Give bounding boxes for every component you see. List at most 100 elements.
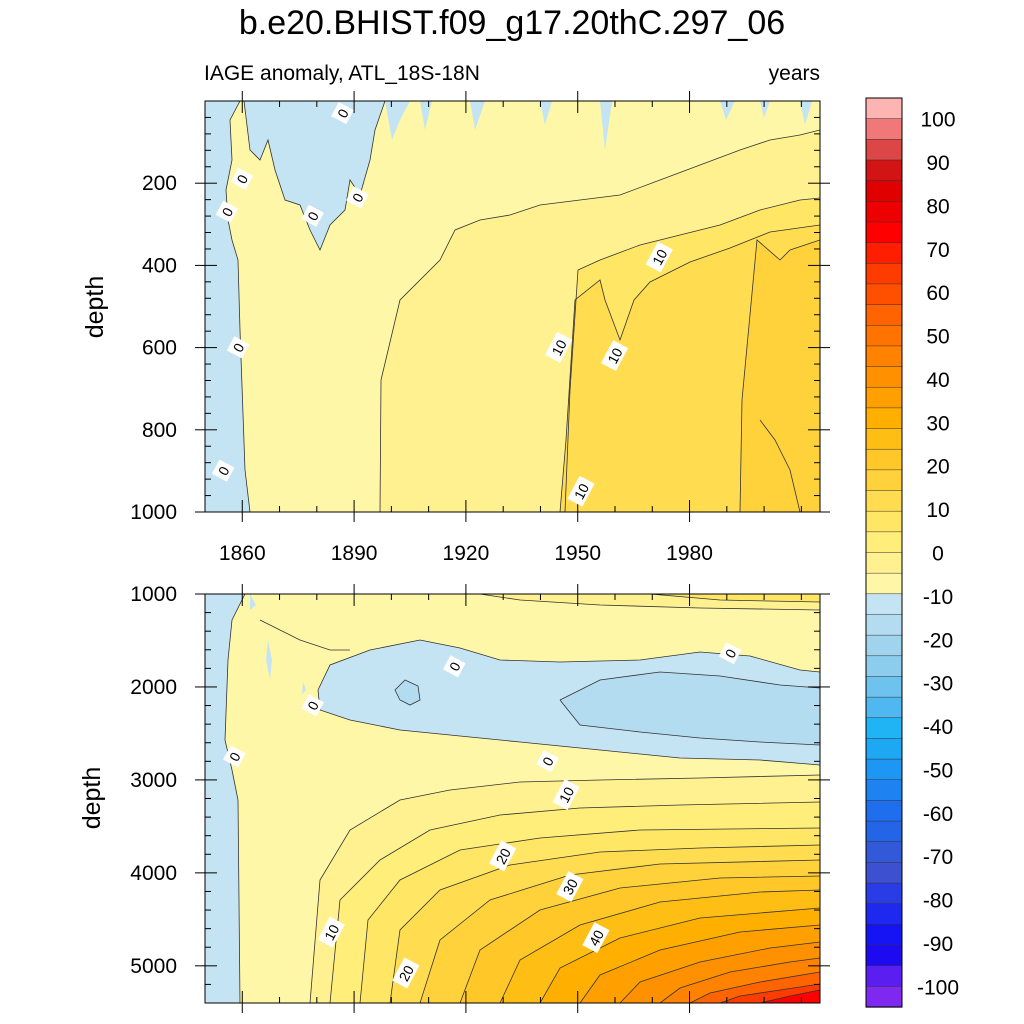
contour-label-bg [489,840,517,872]
colorbar-label: 0 [932,543,944,566]
colorbar-label: -10 [923,586,953,609]
colorbar-swatch [865,428,903,450]
contour-label: 0 [301,694,324,717]
contour-label-bg [600,340,629,372]
contour-label: 0 [301,204,324,227]
contour-label-bg [552,779,580,811]
colorbar-swatch [865,758,903,781]
x-tick-label: 1860 [219,542,266,565]
colorbar-swatch [865,510,903,533]
contour-label: 0 [223,745,246,768]
contour-label-bg [223,745,246,768]
colorbar-swatch [865,469,903,492]
contour-label-bg [582,922,610,954]
colorbar-swatch [865,386,903,409]
contour-label: 10 [552,779,580,811]
colorbar-label: 70 [926,239,949,262]
colorbar-swatch [865,676,903,698]
contour-label-bg [567,475,595,507]
contour-label-bg [545,331,573,363]
colorbar-swatch [865,965,903,987]
colorbar-swatch [865,903,903,926]
contour-label: 0 [346,186,369,209]
y-tick-label: 4000 [130,862,177,885]
colorbar-swatch [865,924,903,946]
contour-label-bg [346,186,369,209]
colorbar-swatch [865,696,903,719]
y-tick-label: 800 [142,419,177,442]
contour-label-bg [331,102,354,125]
contour-label-text: 30 [560,876,582,897]
contour-label-bg [392,957,420,989]
colorbar-label: -60 [923,803,953,826]
colorbar-swatch [865,614,903,636]
colorbar-swatch [865,552,903,574]
colorbar-label: -80 [923,890,953,913]
colorbar-swatch [865,862,903,884]
colorbar-swatch [865,159,903,182]
contour-label-text: 20 [492,845,514,866]
contour-label-bg [556,871,584,903]
colorbar-swatch [865,944,903,967]
upper-panel-field [205,101,820,512]
y-tick-label: 3000 [130,769,177,792]
colorbar-swatch [865,283,903,306]
colorbar-swatch [865,779,903,802]
colorbar-label: 10 [926,499,949,522]
upper-plot-frame [204,100,821,513]
contour-label: 10 [645,241,673,273]
contour-label: 10 [545,331,573,363]
contour-label: 20 [489,840,517,872]
contour-label-text: 10 [604,345,626,366]
x-tick-label: 1950 [554,542,601,565]
contour-label-text: 10 [321,922,343,943]
colorbar-swatch [865,407,903,430]
colorbar-swatch [865,986,903,1008]
contour-label-bg [301,694,324,717]
x-tick-label: 1920 [443,542,490,565]
contour-label: 0 [230,167,254,190]
colorbar-swatch [865,118,903,140]
contour-label-text: 10 [556,784,578,805]
contour-label-bg [718,642,742,665]
colorbar-swatch [865,448,903,471]
colorbar-swatch [865,717,903,740]
contour-label: 20 [392,957,420,989]
colorbar-swatch [865,366,903,388]
y-tick-label: 1000 [130,501,177,524]
y-tick-label: 1000 [130,583,177,606]
x-tick-label: 1980 [666,542,713,565]
contour-label: 30 [556,871,584,903]
colorbar-swatch [865,325,903,347]
colorbar-label: 40 [926,369,949,392]
contour-label-text: 20 [396,962,418,983]
colorbar-swatch [865,180,903,202]
colorbar-swatch [865,531,903,554]
colorbar-swatch [865,634,903,657]
colorbar-swatch [865,820,903,843]
contour-label-bg [317,916,345,948]
colorbar-label: -70 [923,846,953,869]
y-tick-label: 400 [142,254,177,277]
x-tick-label: 1890 [331,542,378,565]
contour-label-bg [215,200,239,223]
colorbar-label: 30 [926,412,949,435]
chart-units: years [768,62,820,85]
colorbar-swatch [865,139,903,161]
contour-label-bg [645,241,673,273]
colorbar-swatch [865,242,903,264]
colorbar-label: -90 [923,933,953,956]
contour-label: 10 [567,475,595,507]
contour-label: 0 [536,750,559,773]
contour-label: 0 [443,655,466,678]
contour-label-bg [230,167,254,190]
chart-subtitle-left: IAGE anomaly, ATL_18S-18N [204,62,480,85]
colorbar-swatch [865,304,903,326]
colorbar-label: 20 [926,456,949,479]
colorbar-swatch [865,263,903,285]
y-tick-label: 200 [142,172,177,195]
colorbar-swatch [865,882,903,905]
